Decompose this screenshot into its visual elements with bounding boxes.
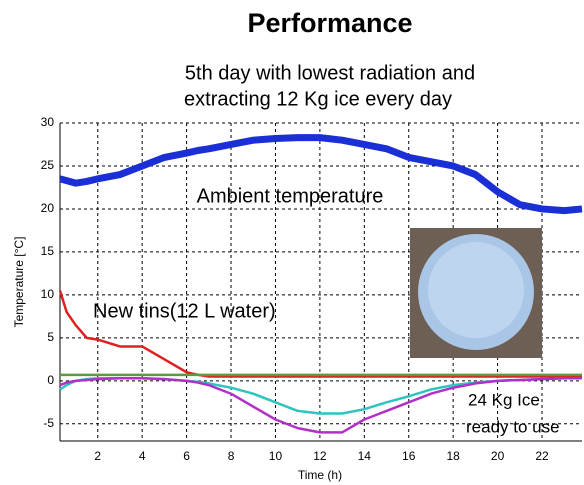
x-tick-label: 12 <box>313 449 327 463</box>
y-tick-label: -5 <box>43 416 54 430</box>
y-tick-label: 30 <box>41 115 55 129</box>
y-tick-label: 20 <box>41 201 55 215</box>
x-tick-label: 8 <box>228 449 235 463</box>
x-tick-label: 10 <box>269 449 283 463</box>
x-tick-label: 14 <box>358 449 372 463</box>
y-tick-label: 5 <box>47 330 54 344</box>
x-tick-label: 6 <box>183 449 190 463</box>
y-tick-label: 25 <box>41 158 55 172</box>
chart-title: Performance <box>247 8 412 38</box>
series-line <box>59 134 583 215</box>
annotation: 24 Kg Ice <box>468 390 540 409</box>
annotation: ready to use <box>466 417 560 436</box>
annotations: Ambient temperature New tins(12 L water) 2… <box>93 185 560 436</box>
x-tick-label: 22 <box>535 449 549 463</box>
ice-highlight <box>428 242 524 338</box>
series-line <box>59 377 582 434</box>
annotation: New tins(12 L water) <box>93 300 276 322</box>
photo <box>410 228 542 358</box>
x-tick-label: 2 <box>94 449 101 463</box>
annotation: Ambient temperature <box>197 185 384 207</box>
y-tick-label: 15 <box>41 244 55 258</box>
x-tick-label: 4 <box>139 449 146 463</box>
y-tick-label: 0 <box>47 373 54 387</box>
y-axis-label: Temperature [°C] <box>12 237 26 328</box>
x-tick-label: 18 <box>446 449 460 463</box>
subtitle: extracting 12 Kg ice every day <box>184 88 452 110</box>
subtitle: 5th day with lowest radiation and <box>185 62 475 84</box>
x-tick-label: 16 <box>402 449 416 463</box>
x-axis-label: Time (h) <box>298 468 342 482</box>
series-line <box>58 290 582 378</box>
x-tick-label: 20 <box>491 449 505 463</box>
y-tick-label: 10 <box>41 287 55 301</box>
